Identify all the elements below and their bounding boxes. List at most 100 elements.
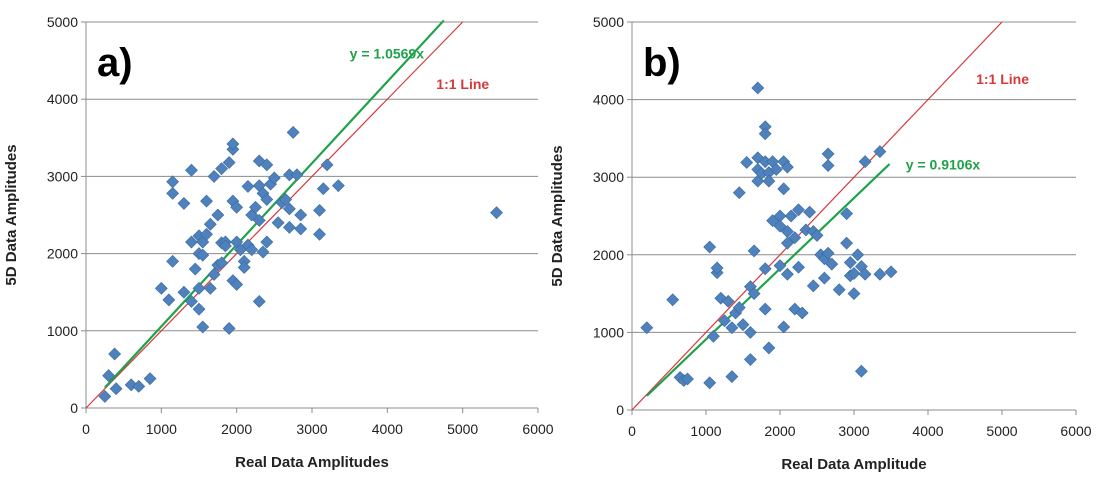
data-points	[98, 125, 503, 403]
data-point	[769, 163, 783, 176]
data-point	[803, 205, 817, 219]
x-tick-label: 1000	[690, 423, 721, 439]
data-point	[154, 281, 168, 295]
data-point	[294, 208, 308, 222]
y-tick-labels: 0 1000 2000 3000 4000 5000	[47, 14, 86, 416]
x-axis-title: Real Data Amplitude	[781, 456, 926, 473]
data-point	[185, 163, 198, 177]
identity-line	[631, 21, 1003, 411]
data-point	[792, 260, 805, 274]
data-point	[230, 200, 244, 214]
y-tick-label: 2000	[47, 246, 78, 262]
x-tick-label: 6000	[1060, 423, 1091, 439]
panel-label: b)	[643, 41, 681, 85]
data-point	[185, 235, 198, 249]
data-point	[237, 261, 251, 274]
x-tick-label: 4000	[912, 423, 943, 439]
x-tick-label: 0	[628, 423, 636, 439]
identity-line-label: 1:1 Line	[436, 76, 489, 92]
fit-equation-label: y = 0.9106x	[906, 156, 981, 172]
data-point	[743, 325, 757, 339]
data-point	[806, 279, 820, 293]
identity-line	[85, 21, 464, 409]
x-tick-label: 6000	[522, 421, 553, 437]
data-point	[858, 155, 872, 169]
data-point	[162, 293, 176, 307]
data-point	[747, 244, 761, 258]
data-point	[732, 301, 746, 314]
x-tick-label: 3000	[838, 423, 869, 439]
data-point	[279, 193, 293, 206]
data-point	[832, 283, 846, 297]
data-point	[784, 209, 798, 223]
data-point	[222, 156, 236, 169]
x-tick-label: 0	[82, 421, 90, 437]
identity-line-label: 1:1 Line	[976, 71, 1029, 87]
data-point	[777, 182, 791, 196]
data-point	[215, 256, 229, 270]
y-axis-title: 5D Data Amplitudes	[3, 144, 20, 285]
data-point	[252, 213, 266, 227]
data-point	[840, 207, 854, 221]
data-point	[166, 254, 180, 268]
fit-equation-label: y = 1.0569x	[350, 45, 425, 61]
data-point	[203, 217, 217, 231]
data-point	[810, 228, 824, 242]
data-point	[710, 261, 724, 275]
data-points	[640, 81, 898, 390]
data-point	[740, 156, 754, 169]
data-point	[196, 320, 210, 334]
data-point	[703, 240, 717, 254]
data-point	[725, 321, 739, 335]
data-point	[666, 293, 680, 307]
data-point	[207, 268, 221, 281]
data-point	[758, 127, 772, 141]
y-tick-label: 1000	[593, 324, 624, 340]
data-point	[843, 256, 857, 269]
data-point	[817, 271, 831, 285]
x-tick-label: 4000	[372, 421, 403, 437]
data-point	[854, 364, 868, 378]
fit-line	[104, 19, 445, 389]
data-point	[166, 175, 180, 189]
data-point	[200, 194, 213, 208]
data-point	[192, 281, 206, 295]
x-tick-label: 1000	[146, 421, 177, 437]
data-point	[825, 257, 839, 271]
data-point	[226, 137, 240, 151]
data-point	[718, 314, 731, 328]
data-point	[249, 200, 262, 214]
data-point	[196, 248, 210, 262]
data-point	[821, 159, 835, 172]
data-point	[313, 227, 326, 241]
data-point	[773, 259, 787, 273]
data-point	[847, 266, 861, 280]
fit-line	[646, 163, 891, 397]
data-point	[858, 267, 872, 281]
data-point	[260, 235, 274, 249]
y-tick-label: 2000	[593, 247, 624, 263]
data-point	[294, 222, 308, 236]
data-point	[747, 287, 761, 301]
data-point	[773, 219, 787, 233]
data-point	[98, 389, 112, 403]
x-tick-label: 2000	[764, 423, 795, 439]
data-point	[109, 382, 123, 396]
data-point	[282, 202, 296, 216]
chart-panel-a: 0 1000 2000 3000 4000 5000 0 1000 2000 3000 4000 5…	[3, 14, 554, 471]
data-point	[777, 320, 791, 334]
data-point	[188, 262, 202, 276]
data-point	[736, 318, 750, 332]
data-point	[851, 248, 865, 262]
data-point	[743, 353, 757, 366]
data-point	[218, 239, 232, 253]
data-point	[320, 158, 334, 172]
data-point	[166, 186, 180, 200]
data-point	[185, 295, 198, 308]
data-point	[108, 347, 122, 361]
data-point	[211, 208, 225, 222]
panel-label: a)	[97, 41, 133, 85]
y-tick-label: 3000	[593, 169, 624, 185]
data-point	[758, 262, 772, 276]
x-tick-label: 5000	[986, 423, 1017, 439]
